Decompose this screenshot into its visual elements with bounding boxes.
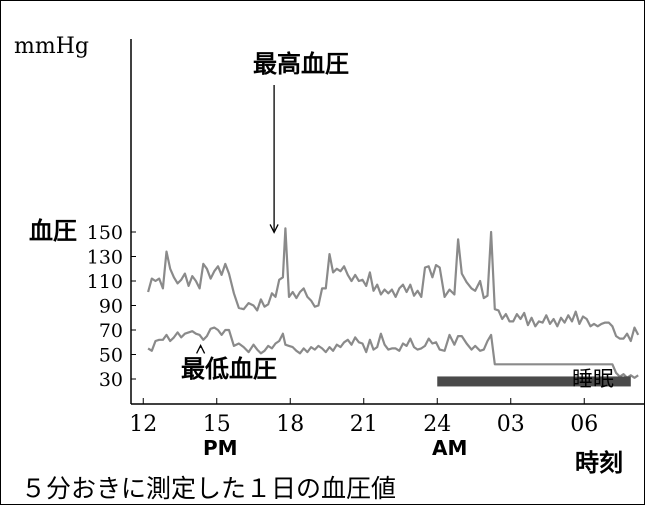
figure-caption: ５分おきに測定した１日の血圧値	[21, 474, 396, 503]
y-tick-label: 150	[87, 222, 123, 244]
x-tick-label: 18	[276, 412, 304, 437]
y-tick-label: 50	[99, 345, 123, 367]
y-tick-label: 110	[87, 271, 123, 293]
series-line-diastolic	[147, 326, 639, 379]
x-tick-label: 24	[423, 412, 451, 437]
x-tick-label: 06	[570, 412, 598, 437]
y-tick-label: 90	[99, 296, 123, 318]
y-tick-label: 30	[99, 369, 123, 391]
period-label-pm: PM	[203, 436, 238, 460]
diastolic-annotation-label: 最低血圧	[181, 355, 277, 383]
series-line-systolic	[147, 227, 640, 343]
x-axis-title: 時刻	[575, 449, 623, 477]
y-tick-label: 130	[87, 247, 123, 269]
y-axis-title: 血圧	[29, 217, 77, 245]
x-tick-label: 15	[203, 412, 231, 437]
systolic-arrowhead	[269, 224, 279, 234]
period-label-am: AM	[432, 436, 467, 460]
systolic-annotation-label: 最高血圧	[253, 50, 349, 78]
diastolic-arrowhead	[196, 344, 206, 354]
y-tick-label: 70	[99, 320, 123, 342]
x-tick-label: 03	[497, 412, 525, 437]
sleep-bar	[437, 376, 631, 387]
x-tick-label: 21	[350, 412, 378, 437]
y-unit-label: mmHg	[14, 34, 89, 59]
sleep-label: 睡眠	[572, 367, 614, 391]
x-tick-label: 12	[129, 412, 157, 437]
